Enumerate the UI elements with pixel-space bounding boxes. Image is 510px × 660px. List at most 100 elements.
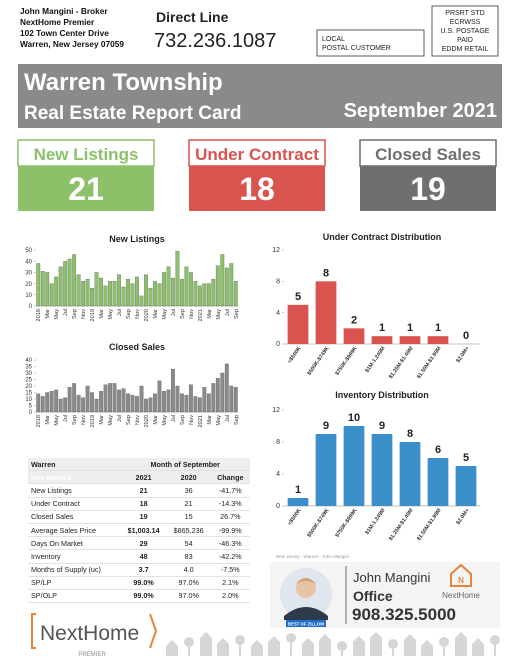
tree-trunk — [239, 644, 241, 656]
bar — [148, 287, 153, 307]
badge — [286, 620, 326, 627]
bar — [206, 393, 211, 413]
bar — [63, 397, 68, 413]
table-cell: Closed Sales — [28, 510, 121, 524]
bar — [399, 336, 421, 344]
agent-line: John Mangini - Broker — [20, 6, 108, 16]
house — [217, 638, 229, 656]
x-tick-label: $1.25M-$1.49M — [388, 507, 415, 542]
x-tick-label: $1.50M-$1.99M — [416, 507, 443, 542]
bar — [121, 286, 126, 307]
bar — [166, 389, 171, 413]
house — [268, 636, 280, 656]
stat-label: Under Contract — [195, 145, 319, 164]
postage-text: PAID — [457, 37, 473, 44]
bar — [343, 328, 365, 344]
house — [302, 638, 314, 656]
x-tick-label: May — [216, 309, 222, 320]
x-tick-label: 2021 — [198, 309, 204, 321]
bar — [94, 398, 99, 413]
bar — [427, 336, 449, 344]
stat-boxes: New Listings 21 Under Contract 18 Closed Sal… — [17, 139, 497, 211]
bar — [67, 387, 72, 413]
bar — [343, 426, 365, 506]
postal-text: POSTAL CUSTOMER — [322, 45, 391, 52]
y-tick-label: 25 — [25, 378, 32, 384]
x-tick-label: 2019 — [90, 415, 96, 427]
table-cell: 2.0% — [210, 589, 250, 604]
chart-title: Inventory Distribution — [335, 390, 429, 400]
x-tick-label: Jul — [225, 415, 231, 422]
x-tick-label: Nov — [135, 415, 141, 425]
bar — [85, 278, 90, 307]
bar — [287, 498, 309, 506]
x-tick-label: $1.50M-$1.99M — [416, 345, 443, 380]
badge-text: BEST OF ZILLOW — [288, 622, 325, 627]
bar — [58, 266, 63, 307]
y-tick-label: 35 — [25, 365, 32, 371]
stat-value-box — [18, 166, 154, 211]
x-tick-label: $1.25M-$1.49M — [388, 345, 415, 380]
bar — [171, 277, 175, 307]
y-tick-label: 0 — [29, 410, 33, 416]
bar — [36, 393, 41, 413]
bar — [72, 254, 77, 307]
bar — [427, 458, 449, 506]
stat-label-box — [188, 139, 326, 167]
bar — [233, 281, 238, 307]
table-cell: 15 — [166, 510, 211, 524]
tree-trunk — [392, 648, 394, 656]
table-cell: 2021 — [120, 470, 167, 485]
banner — [18, 64, 502, 128]
bar — [139, 385, 144, 413]
tree-trunk — [188, 646, 190, 656]
x-tick-label: May — [108, 415, 114, 426]
bar — [112, 383, 117, 413]
chart: Under Contract Distribution048125<$500K8… — [272, 232, 480, 380]
table-header-row: Key Metrics 2021 2020 Change — [28, 470, 250, 485]
bar — [45, 392, 50, 413]
bar — [153, 393, 157, 413]
data-label: 9 — [323, 420, 329, 432]
office-label: Office — [353, 588, 393, 604]
bar — [117, 274, 121, 307]
bar — [108, 281, 112, 307]
x-tick-label: Sep — [234, 415, 240, 425]
x-tick-label: May — [216, 415, 222, 426]
bar — [54, 276, 59, 307]
bar — [135, 396, 139, 413]
banner-subtitle: Real Estate Report Card — [24, 103, 242, 124]
x-tick-label: Jul — [63, 415, 69, 422]
office-phone: 908.325.5000 — [352, 605, 456, 624]
table-cell: Under Contract — [28, 497, 121, 511]
agent-photo-suit — [284, 607, 328, 620]
x-tick-label: Mar — [99, 309, 105, 319]
postage-text: ECRWSS — [450, 19, 481, 26]
bar — [224, 363, 229, 413]
table-cell: Average Sales Price — [28, 523, 121, 538]
table-cell: SP/LP — [28, 576, 121, 590]
bar — [211, 383, 216, 413]
house — [455, 632, 467, 656]
y-tick-label: 4 — [276, 310, 280, 317]
bar — [179, 278, 184, 307]
bar — [211, 278, 216, 307]
bar — [188, 384, 193, 413]
tree — [235, 635, 245, 645]
x-tick-label: $1M-1.249M — [364, 507, 387, 536]
tree — [439, 637, 449, 647]
data-label: 1 — [379, 322, 385, 334]
x-tick-label: $750K-$999K — [334, 508, 358, 539]
chart: Inventory Distribution 0 4 8 12 1 <$500K 9 $500K… — [272, 390, 480, 542]
x-tick-label: May — [162, 309, 168, 320]
house — [421, 640, 433, 656]
bar — [153, 281, 157, 307]
x-tick-label: Mar — [45, 309, 51, 319]
y-tick-label: 0 — [276, 341, 280, 348]
tree — [286, 633, 296, 643]
data-label: 8 — [407, 428, 413, 440]
bar — [40, 271, 45, 307]
bar — [90, 287, 95, 307]
y-tick-label: 40 — [25, 358, 32, 364]
